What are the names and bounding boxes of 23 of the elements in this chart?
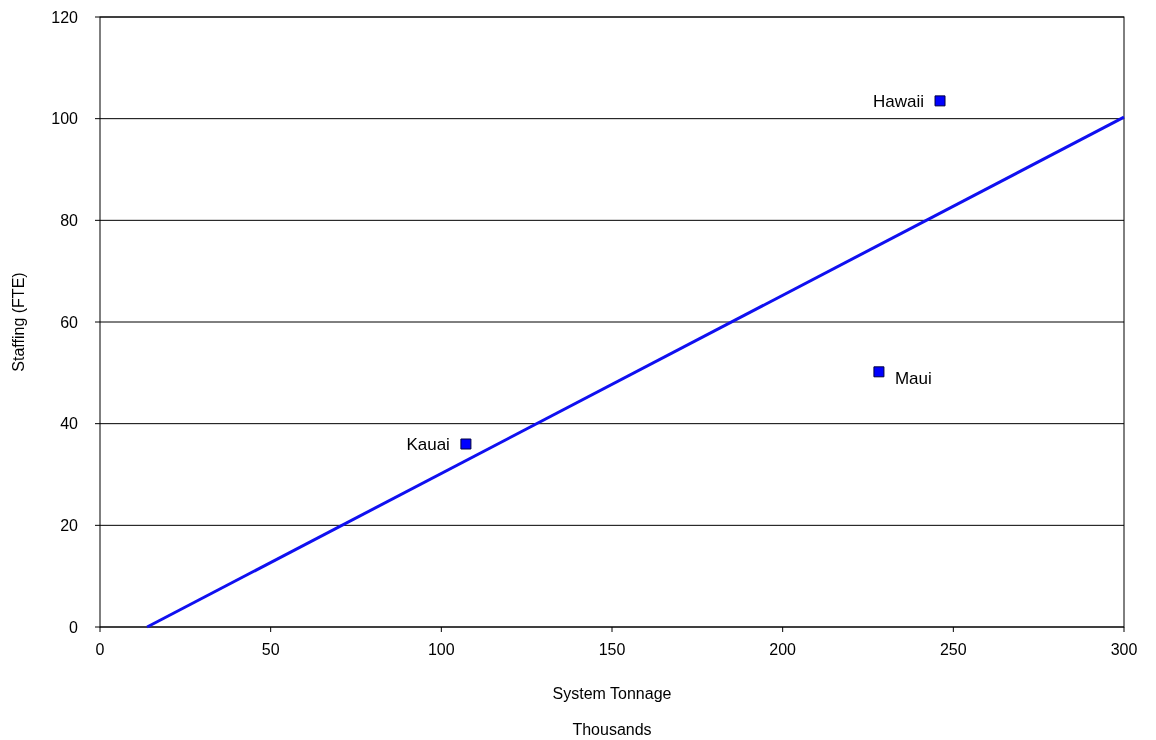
series-label: Kauai bbox=[406, 435, 450, 454]
text: Thousands bbox=[572, 721, 652, 738]
y-tick-label: 40 bbox=[60, 415, 79, 433]
series-label: Maui bbox=[894, 368, 932, 388]
x-tick-label: 100 bbox=[427, 641, 455, 658]
y-tick-label: 120 bbox=[51, 8, 79, 26]
x-tick-label: 150 bbox=[598, 641, 626, 658]
point bbox=[873, 366, 885, 378]
y-tick-label: 20 bbox=[60, 516, 79, 534]
x-tick-label: 50 bbox=[261, 641, 280, 658]
y-tick-label: 0 bbox=[69, 618, 79, 636]
y-tick-label: 100 bbox=[51, 110, 79, 128]
x-tick-label: 300 bbox=[1110, 641, 1138, 658]
x-tick-label: 250 bbox=[939, 641, 967, 658]
y-axis-title: Staffing (FTE) bbox=[10, 272, 27, 372]
y-tick-label: 60 bbox=[60, 313, 79, 331]
point bbox=[460, 438, 472, 450]
point bbox=[934, 95, 946, 107]
series-label: Hawaii bbox=[872, 91, 925, 111]
x-tick-label: 200 bbox=[769, 641, 797, 658]
x-tick-label: 0 bbox=[95, 641, 105, 658]
y-tick-label: 80 bbox=[60, 211, 79, 229]
x-axis-title: System Tonnage bbox=[552, 685, 672, 702]
